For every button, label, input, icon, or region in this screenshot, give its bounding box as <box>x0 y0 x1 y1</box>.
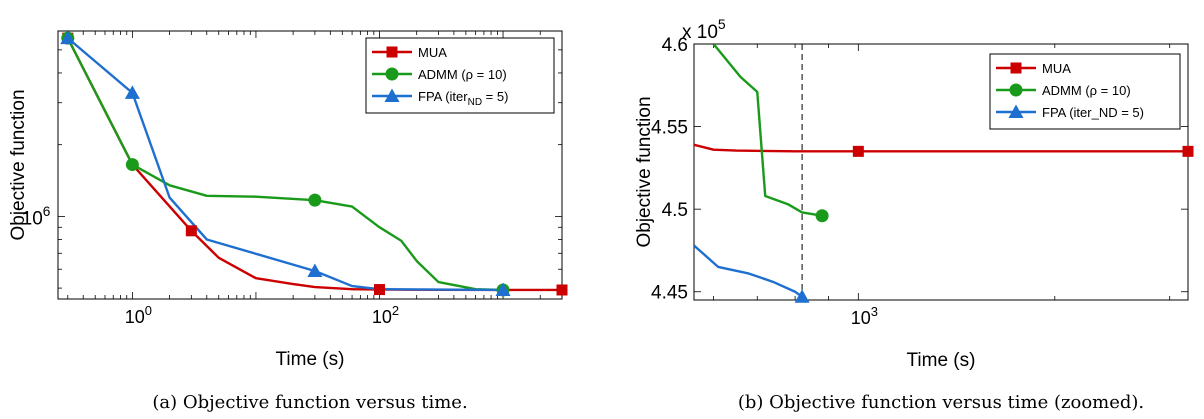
legend-label: ADMM (ρ = 10) <box>1042 83 1131 98</box>
data-point-square <box>556 284 568 296</box>
x-tick-label-base: 10 <box>125 307 145 327</box>
y-tick-label: 4.5 <box>662 200 688 221</box>
y-tick-label-exponent: 6 <box>43 204 51 219</box>
markers-group <box>794 145 1194 303</box>
data-point-triangle <box>495 282 511 296</box>
legend-label: ADMM (ρ = 10) <box>418 67 507 82</box>
y-tick-label: 4.45 <box>651 283 688 304</box>
legend-label: MUA <box>418 45 447 60</box>
data-point-triangle <box>307 263 323 277</box>
data-point-triangle <box>124 85 140 99</box>
series-line-circle <box>66 37 504 292</box>
figure-caption: (b) Objective function versus time (zoom… <box>738 392 1144 413</box>
legend-label: FPA (iterND = 5) <box>418 89 508 108</box>
y-multiplier: x 105 <box>682 16 726 43</box>
x-minor-ticks <box>713 44 1171 300</box>
series-line-square <box>694 143 1188 153</box>
series-line-triangle <box>694 244 803 298</box>
legend-label-subscript: ND <box>468 97 482 108</box>
legend-marker-square <box>386 46 398 58</box>
legend-label-tail: = 5) <box>482 89 508 104</box>
legend-marker-circle <box>1009 83 1023 97</box>
x-tick-label: 102 <box>372 303 399 327</box>
data-point-triangle <box>60 30 76 45</box>
data-point-square <box>852 145 864 157</box>
legend-marker-circle <box>385 67 399 81</box>
data-point-circle <box>308 193 322 207</box>
data-point-triangle <box>794 289 810 303</box>
x-tick-label-exponent: 0 <box>145 303 152 318</box>
y-tick-label-base: 10 <box>22 208 43 229</box>
series-line-circle <box>712 44 823 217</box>
figure-caption: (a) Objective function versus time. <box>152 392 467 413</box>
x-tick-label: 100 <box>125 303 152 327</box>
markers-group <box>60 30 568 297</box>
legend-marker-triangle <box>384 88 400 102</box>
data-point-circle <box>125 158 139 172</box>
legend-label: FPA (iter_ND = 5) <box>1042 105 1144 120</box>
y-multiplier-base: x 10 <box>682 22 718 43</box>
legend-label: MUA <box>1042 61 1071 76</box>
legend-label-main: FPA (iter <box>418 89 468 104</box>
legend: MUA ADMM (ρ = 10) FPA (iterND = 5) <box>365 37 555 114</box>
x-axis-label: Time (s) <box>907 350 976 371</box>
data-point-circle <box>815 209 829 223</box>
x-tick-label: 103 <box>851 304 878 328</box>
series-group <box>694 44 1188 298</box>
chart-1: 103 4.45 4.5 4.55 4.6 Time (s) Objective funct… <box>634 16 1194 413</box>
x-tick-label-base: 10 <box>372 307 392 327</box>
x-tick-label-exponent: 3 <box>871 304 878 319</box>
x-tick-label-exponent: 2 <box>392 303 399 318</box>
data-point-square <box>185 225 197 237</box>
y-axis-label: Objective function <box>8 89 29 240</box>
y-tick-label: 4.6 <box>662 35 688 56</box>
y-minor-ticks <box>58 30 562 289</box>
legend-marker-triangle <box>1008 104 1024 118</box>
x-minor-ticks <box>67 31 563 299</box>
data-point-square <box>373 284 385 296</box>
legend: MUA ADMM (ρ = 10) FPA (iter_ND = 5) <box>989 53 1181 130</box>
x-tick-label-base: 10 <box>851 308 871 328</box>
data-point-square <box>1182 145 1194 157</box>
legend-marker-square <box>1010 62 1022 74</box>
y-tick-label: 4.55 <box>651 118 688 139</box>
y-multiplier-exponent: 5 <box>718 16 726 32</box>
y-tick-label: 106 <box>22 204 51 230</box>
x-axis-label: Time (s) <box>276 349 345 370</box>
y-axis-label: Objective function <box>634 96 655 247</box>
